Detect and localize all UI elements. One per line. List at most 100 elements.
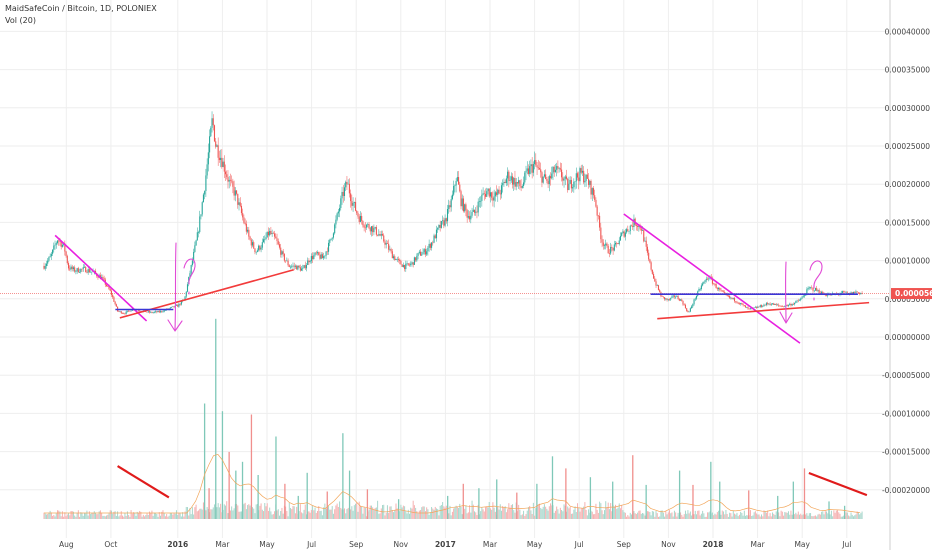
volume-bar <box>220 503 222 519</box>
candle-body <box>800 298 802 301</box>
volume-bar <box>304 504 306 519</box>
candle-body <box>212 118 214 126</box>
price-axis[interactable]: 0.000450000.000400000.000350000.00030000… <box>882 0 930 550</box>
volume-bar <box>65 516 67 519</box>
candle-body <box>276 238 278 242</box>
volume-bar <box>498 509 500 519</box>
volume-bar <box>169 513 171 519</box>
candle-body <box>666 298 668 300</box>
candle-body <box>705 278 707 281</box>
volume-bar <box>491 509 493 519</box>
volume-bars <box>43 318 863 519</box>
volume-bar <box>98 511 100 519</box>
volume-bar <box>133 512 135 519</box>
volume-bar <box>114 511 116 519</box>
candle-body <box>851 292 853 295</box>
candle-body <box>700 285 702 290</box>
volume-bar <box>649 512 651 519</box>
candle-body <box>653 273 655 279</box>
candle-body <box>448 205 450 210</box>
volume-bar <box>164 516 166 519</box>
volume-bar <box>117 511 119 519</box>
volume-bar <box>191 507 193 519</box>
candle-body <box>334 224 336 234</box>
volume-bar <box>513 510 515 519</box>
candle-body <box>172 306 174 307</box>
volume-bar <box>816 516 818 519</box>
candle-body <box>146 312 148 313</box>
candle-body <box>335 219 337 225</box>
volume-bar <box>754 511 756 519</box>
volume-bar <box>524 515 526 519</box>
volume-bar <box>384 515 386 519</box>
x-tick-label: May <box>259 540 275 549</box>
volume-bar <box>336 503 338 519</box>
volume-bar <box>702 510 704 519</box>
candle-body <box>87 269 89 273</box>
volume-bar <box>123 516 125 519</box>
volume-bar <box>121 515 123 519</box>
volume-bar <box>830 510 832 519</box>
candle-body <box>554 169 557 173</box>
volume-bar <box>356 502 358 519</box>
volume-bar <box>314 507 316 519</box>
volume-bar <box>597 512 599 519</box>
volume-bar <box>321 515 323 519</box>
volume-bar <box>442 502 444 519</box>
candle-body <box>846 292 848 294</box>
volume-bar <box>420 510 422 519</box>
volume-bar <box>510 505 512 519</box>
volume-bar <box>761 514 763 519</box>
candle-body <box>109 289 111 291</box>
volume-bar <box>166 514 168 519</box>
candle-body <box>424 249 426 255</box>
candle-body <box>282 251 284 255</box>
volume-bar <box>769 513 771 519</box>
candle-body <box>507 171 509 179</box>
volume-bar <box>113 511 115 519</box>
candle-body <box>152 312 154 313</box>
volume-bar <box>82 515 84 519</box>
volume-bar <box>805 514 807 519</box>
candle-body <box>52 249 54 254</box>
volume-bar <box>335 505 337 519</box>
volume-bar <box>860 513 862 519</box>
trend-lines <box>54 213 870 499</box>
candle-body <box>644 240 646 242</box>
volume-bar <box>343 508 345 519</box>
volume-bar <box>787 511 789 519</box>
volume-bar <box>340 507 342 519</box>
volume-bar <box>634 513 636 519</box>
volume-bar <box>767 510 769 519</box>
candle-body <box>668 299 671 300</box>
candle-body <box>253 242 255 249</box>
candle-body <box>469 216 471 220</box>
time-axis[interactable]: Aug Oct 2016 Mar May Jul Sep Nov 2017 Mar May Jul Se… <box>59 540 851 549</box>
volume-bar <box>713 515 715 519</box>
volume-bar <box>574 506 576 519</box>
candle-body <box>204 191 206 195</box>
volume-bar <box>394 510 396 519</box>
volume-bar <box>361 506 363 519</box>
volume-bar <box>534 515 536 519</box>
candle-body <box>129 310 131 312</box>
candle-body <box>431 242 433 248</box>
candle-body <box>673 295 675 297</box>
candle-body <box>716 288 718 290</box>
volume-bar <box>69 515 71 519</box>
candle-body <box>680 299 682 301</box>
volume-bar <box>688 513 690 519</box>
candle-body <box>475 211 477 213</box>
volume-bar <box>128 515 130 519</box>
volume-bar <box>764 511 766 519</box>
volume-bar <box>472 504 474 519</box>
volume-bar <box>126 511 128 519</box>
volume-bar <box>521 514 523 519</box>
volume-bar <box>624 512 626 519</box>
volume-bar <box>198 510 200 519</box>
volume-bar <box>725 510 727 519</box>
candle-body <box>400 260 402 265</box>
candle-body <box>299 267 301 271</box>
candle-body <box>240 205 243 214</box>
